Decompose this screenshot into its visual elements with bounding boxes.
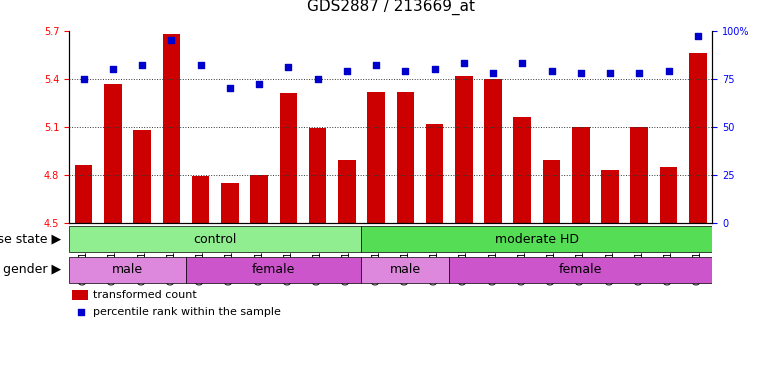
Point [106, 66, 119, 72]
Text: female: female [252, 263, 296, 276]
Point [282, 64, 294, 70]
Text: GDS2887 / 213669_at: GDS2887 / 213669_at [306, 0, 475, 15]
Point [604, 70, 616, 76]
Text: gender ▶: gender ▶ [3, 263, 61, 276]
Bar [69, 226, 362, 252]
Bar [362, 257, 449, 283]
Bar [133, 130, 151, 223]
Point [633, 70, 646, 76]
Bar [186, 257, 362, 283]
Point [545, 68, 558, 74]
Point [428, 66, 440, 72]
Bar [75, 165, 93, 223]
Point [224, 85, 236, 91]
Point [165, 37, 178, 43]
Point [574, 70, 587, 76]
Bar [309, 128, 326, 223]
Point [74, 309, 87, 315]
Text: control: control [194, 233, 237, 245]
Bar [362, 226, 712, 252]
Bar [338, 161, 355, 223]
Bar [397, 91, 414, 223]
Bar [660, 167, 677, 223]
Text: percentile rank within the sample: percentile rank within the sample [93, 307, 281, 317]
Point [516, 60, 529, 66]
Bar [250, 175, 268, 223]
Text: transformed count: transformed count [93, 290, 197, 300]
Text: male: male [112, 263, 143, 276]
Bar [484, 79, 502, 223]
Point [487, 70, 499, 76]
Bar [572, 127, 590, 223]
Bar [426, 124, 444, 223]
Point [341, 68, 353, 74]
Point [399, 68, 411, 74]
Bar [543, 161, 560, 223]
Bar [69, 257, 186, 283]
Text: male: male [390, 263, 421, 276]
Text: disease state ▶: disease state ▶ [0, 233, 61, 245]
Point [370, 62, 382, 68]
Point [195, 62, 207, 68]
Point [457, 60, 470, 66]
Point [77, 76, 90, 82]
Bar [513, 117, 531, 223]
Point [253, 81, 265, 88]
Bar [72, 290, 88, 300]
Bar [367, 91, 385, 223]
Bar [104, 83, 122, 223]
Bar [689, 53, 706, 223]
Bar [630, 127, 648, 223]
Bar [449, 257, 712, 283]
Bar [192, 176, 209, 223]
Point [136, 62, 148, 68]
Point [692, 33, 704, 40]
Point [312, 76, 324, 82]
Bar [601, 170, 619, 223]
Bar [162, 34, 180, 223]
Text: moderate HD: moderate HD [495, 233, 579, 245]
Text: female: female [559, 263, 602, 276]
Bar [221, 183, 238, 223]
Bar [280, 93, 297, 223]
Bar [455, 76, 473, 223]
Point [663, 68, 675, 74]
